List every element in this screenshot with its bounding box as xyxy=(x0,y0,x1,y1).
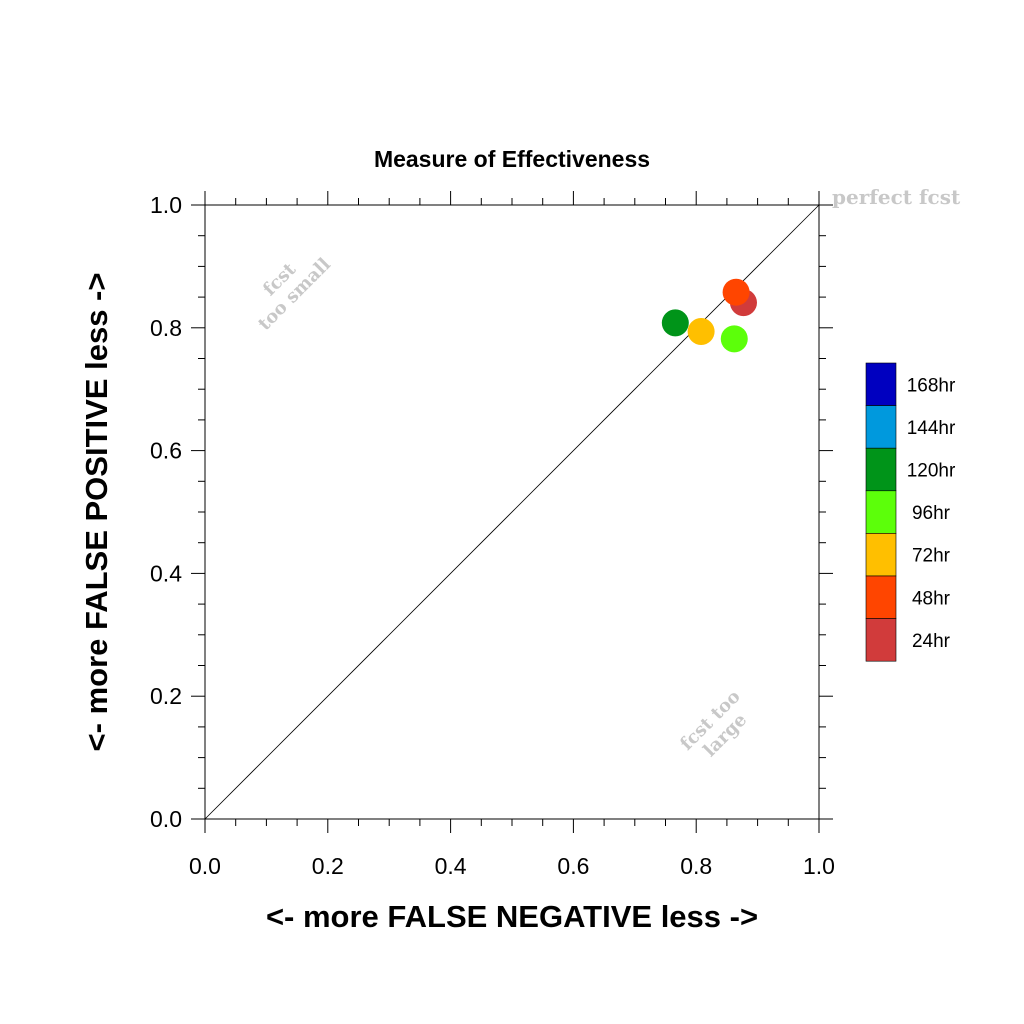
data-point-120hr xyxy=(661,309,689,337)
legend-label-168hr: 168hr xyxy=(907,375,956,396)
data-point-48hr xyxy=(722,278,750,306)
legend-label-48hr: 48hr xyxy=(912,588,951,609)
x-tick-label: 0.8 xyxy=(680,853,712,879)
x-tick-label: 0.4 xyxy=(435,853,467,879)
legend-swatch-48hr xyxy=(865,575,897,619)
too-small-line-2: too small xyxy=(254,254,335,335)
y-tick-label: 0.6 xyxy=(150,438,182,464)
chart-title: Measure of Effectiveness xyxy=(374,146,650,172)
x-tick-label: 0.0 xyxy=(189,853,221,879)
too-small-annotation: fcst too small xyxy=(254,254,335,335)
legend-label-72hr: 72hr xyxy=(912,546,951,567)
legend-swatch-120hr xyxy=(865,447,897,492)
plot-area: 0.0 0.2 0.4 0.6 0.8 1.0 0.0 0.2 0.4 0.6 0.8 1.0 xyxy=(150,191,835,879)
y-tick-label: 1.0 xyxy=(150,192,182,218)
legend: 168hr 144hr 120hr 96hr 72hr 48hr 24hr xyxy=(865,362,956,662)
legend-swatch-96hr xyxy=(865,490,897,534)
legend-swatch-168hr xyxy=(865,362,897,406)
legend-label-96hr: 96hr xyxy=(912,503,951,524)
y-tick-label: 0.8 xyxy=(150,315,182,341)
legend-swatch-144hr xyxy=(865,405,897,449)
legend-swatch-72hr xyxy=(865,533,897,577)
data-point-72hr xyxy=(687,317,715,345)
x-tick-label: 0.2 xyxy=(312,853,344,879)
y-tick-label: 0.4 xyxy=(150,560,182,586)
y-tick-label: 0.2 xyxy=(150,683,182,709)
y-axis-label: <- more FALSE POSITIVE less -> xyxy=(79,273,114,752)
perfect-forecast-annotation: perfect fcst xyxy=(832,185,961,209)
legend-label-144hr: 144hr xyxy=(907,418,956,439)
x-tick-label: 0.6 xyxy=(557,853,589,879)
x-tick-label: 1.0 xyxy=(803,853,835,879)
legend-label-120hr: 120hr xyxy=(907,461,956,482)
data-point-96hr xyxy=(720,325,748,353)
legend-label-24hr: 24hr xyxy=(912,631,951,652)
too-large-annotation: fcst too large xyxy=(676,686,751,761)
legend-swatch-24hr xyxy=(865,618,897,662)
y-tick-label: 0.0 xyxy=(150,806,182,832)
diagonal-line xyxy=(204,204,820,820)
x-axis-label: <- more FALSE NEGATIVE less -> xyxy=(266,899,758,934)
